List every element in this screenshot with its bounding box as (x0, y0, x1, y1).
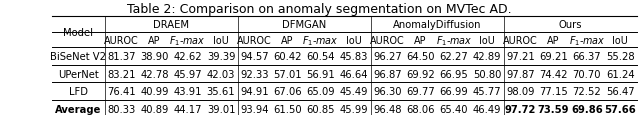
Text: 97.72: 97.72 (505, 104, 536, 114)
Text: 67.06: 67.06 (273, 86, 302, 96)
Text: 40.89: 40.89 (140, 104, 169, 114)
Text: 66.37: 66.37 (573, 52, 601, 62)
Text: 45.97: 45.97 (173, 69, 202, 79)
Text: 42.03: 42.03 (207, 69, 236, 79)
Text: 80.33: 80.33 (107, 104, 136, 114)
Text: 76.41: 76.41 (107, 86, 136, 96)
Text: 57.66: 57.66 (604, 104, 636, 114)
Text: 96.30: 96.30 (373, 86, 401, 96)
Text: IoU: IoU (612, 35, 628, 45)
Text: 60.42: 60.42 (273, 52, 302, 62)
Text: AP: AP (148, 35, 161, 45)
Text: 66.99: 66.99 (440, 86, 468, 96)
Text: 60.85: 60.85 (307, 104, 335, 114)
Text: 42.89: 42.89 (473, 52, 501, 62)
Text: 69.92: 69.92 (406, 69, 435, 79)
Text: 96.27: 96.27 (373, 52, 402, 62)
Text: DFMGAN: DFMGAN (282, 20, 326, 30)
Text: 45.49: 45.49 (340, 86, 369, 96)
Text: 93.94: 93.94 (240, 104, 269, 114)
Text: 46.49: 46.49 (473, 104, 501, 114)
Text: 65.40: 65.40 (440, 104, 468, 114)
Text: 46.64: 46.64 (340, 69, 369, 79)
Text: 60.54: 60.54 (307, 52, 335, 62)
Text: 77.15: 77.15 (540, 86, 568, 96)
Text: IoU: IoU (213, 35, 229, 45)
Text: 42.62: 42.62 (173, 52, 202, 62)
Text: 50.80: 50.80 (473, 69, 501, 79)
Text: AP: AP (547, 35, 560, 45)
Text: 39.01: 39.01 (207, 104, 236, 114)
Text: 96.87: 96.87 (373, 69, 402, 79)
Text: 61.50: 61.50 (273, 104, 302, 114)
Text: 97.87: 97.87 (506, 69, 534, 79)
Text: AUROC: AUROC (104, 35, 139, 45)
Text: Table 2: Comparison on anomaly segmentation on MVTec AD.: Table 2: Comparison on anomaly segmentat… (127, 3, 511, 16)
Text: 83.21: 83.21 (107, 69, 136, 79)
Text: IoU: IoU (479, 35, 495, 45)
Text: 39.39: 39.39 (207, 52, 236, 62)
Text: 97.21: 97.21 (506, 52, 535, 62)
Text: 61.24: 61.24 (606, 69, 634, 79)
Text: 45.99: 45.99 (340, 104, 369, 114)
Text: 74.42: 74.42 (540, 69, 568, 79)
Text: AnomalyDiffusion: AnomalyDiffusion (393, 20, 481, 30)
Text: $F_1$-max: $F_1$-max (303, 33, 339, 47)
Text: 56.47: 56.47 (606, 86, 634, 96)
Text: 35.61: 35.61 (207, 86, 236, 96)
Text: DRAEM: DRAEM (153, 20, 189, 30)
Text: IoU: IoU (346, 35, 362, 45)
Text: UPerNet: UPerNet (58, 69, 99, 79)
Text: 92.33: 92.33 (240, 69, 269, 79)
Text: 40.99: 40.99 (140, 86, 169, 96)
Text: AP: AP (282, 35, 294, 45)
Text: 66.95: 66.95 (440, 69, 468, 79)
Text: 57.01: 57.01 (273, 69, 302, 79)
Text: 45.83: 45.83 (340, 52, 368, 62)
Text: 73.59: 73.59 (538, 104, 570, 114)
Text: AP: AP (414, 35, 427, 45)
Text: 38.90: 38.90 (140, 52, 169, 62)
Text: 65.09: 65.09 (307, 86, 335, 96)
Text: AUROC: AUROC (370, 35, 404, 45)
Text: 44.17: 44.17 (173, 104, 202, 114)
Text: BiSeNet V2: BiSeNet V2 (51, 52, 106, 62)
Text: 69.21: 69.21 (540, 52, 568, 62)
Text: 98.09: 98.09 (506, 86, 534, 96)
Text: Average: Average (55, 104, 102, 114)
Text: 69.86: 69.86 (571, 104, 603, 114)
Text: Ours: Ours (559, 20, 582, 30)
Text: 70.70: 70.70 (573, 69, 601, 79)
Text: AUROC: AUROC (503, 35, 538, 45)
Text: LFD: LFD (69, 86, 88, 96)
Text: Model: Model (63, 28, 93, 37)
Text: 45.77: 45.77 (473, 86, 501, 96)
Text: 42.78: 42.78 (140, 69, 169, 79)
Text: 94.57: 94.57 (240, 52, 269, 62)
Text: 96.48: 96.48 (373, 104, 401, 114)
Text: $F_1$-max: $F_1$-max (436, 33, 472, 47)
Text: 62.27: 62.27 (440, 52, 468, 62)
Text: $F_1$-max: $F_1$-max (170, 33, 206, 47)
Text: AUROC: AUROC (237, 35, 271, 45)
Text: 43.91: 43.91 (173, 86, 202, 96)
Text: 68.06: 68.06 (406, 104, 435, 114)
Text: 94.91: 94.91 (240, 86, 269, 96)
Text: 81.37: 81.37 (107, 52, 136, 62)
Text: 64.50: 64.50 (406, 52, 435, 62)
Text: 55.28: 55.28 (606, 52, 634, 62)
Text: 69.77: 69.77 (406, 86, 435, 96)
Text: 56.91: 56.91 (307, 69, 335, 79)
Text: $F_1$-max: $F_1$-max (568, 33, 605, 47)
Text: 72.52: 72.52 (573, 86, 601, 96)
